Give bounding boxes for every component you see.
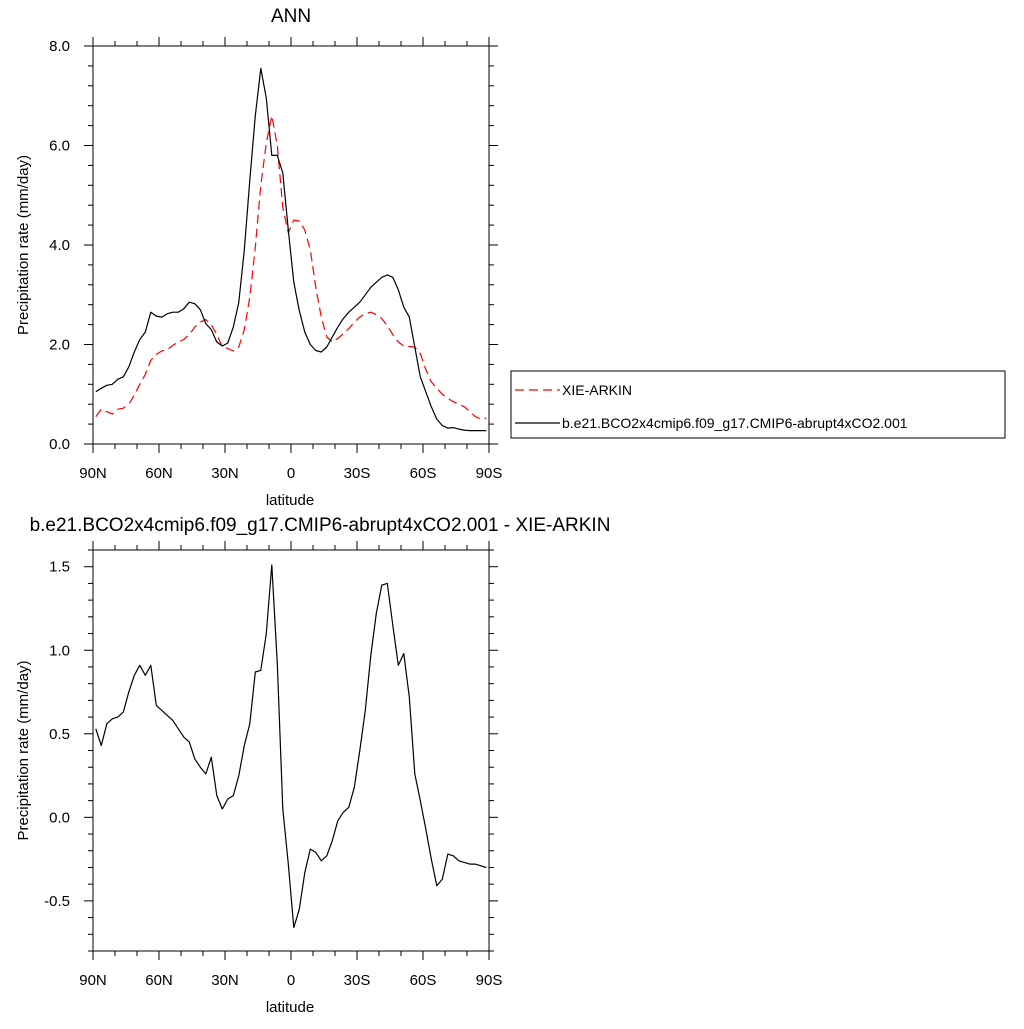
- x-tick-label: 60S: [410, 465, 437, 482]
- series-line-1: [95, 115, 487, 420]
- x-tick-label: 30N: [211, 465, 239, 482]
- y-axis-label: Precipitation rate (mm/day): [15, 660, 32, 840]
- x-axis-label: latitude: [266, 492, 314, 509]
- x-tick-label: 90S: [476, 972, 503, 989]
- legend: XIE-ARKIN b.e21.BCO2x4cmip6.f09_g17.CMIP6…: [510, 370, 1006, 439]
- y-tick-label: 0.0: [49, 436, 70, 453]
- x-tick-label: 60S: [410, 972, 437, 989]
- series-line-1: [95, 564, 487, 929]
- y-tick-label: 0.5: [49, 726, 70, 743]
- x-tick-label: 0: [287, 465, 295, 482]
- y-tick-label: 8.0: [49, 38, 70, 55]
- y-axis-label: Precipitation rate (mm/day): [15, 155, 32, 335]
- x-tick-label: 90N: [79, 465, 107, 482]
- x-tick-label: 90S: [476, 465, 503, 482]
- y-tick-label: 4.0: [49, 237, 70, 254]
- x-tick-label: 30N: [211, 972, 239, 989]
- legend-label-1: XIE-ARKIN: [562, 382, 632, 398]
- plot-title: b.e21.BCO2x4cmip6.f09_g17.CMIP6-abrupt4x…: [30, 515, 611, 536]
- x-tick-label: 60N: [145, 465, 173, 482]
- x-tick-label: 60N: [145, 972, 173, 989]
- plot-frame: [92, 45, 490, 445]
- y-tick-label: 6.0: [49, 138, 70, 155]
- y-tick-label: 1.5: [49, 559, 70, 576]
- plot-panel-2: b.e21.BCO2x4cmip6.f09_g17.CMIP6-abrupt4x…: [15, 515, 610, 1016]
- x-tick-label: 30S: [344, 972, 371, 989]
- legend-label-2: b.e21.BCO2x4cmip6.f09_g17.CMIP6-abrupt4x…: [562, 415, 908, 431]
- x-axis-label: latitude: [266, 999, 314, 1016]
- y-tick-label: -0.5: [44, 893, 70, 910]
- x-tick-label: 90N: [79, 972, 107, 989]
- legend-box: [510, 370, 1006, 439]
- x-tick-label: 0: [287, 972, 295, 989]
- series-line-2: [95, 67, 487, 432]
- y-tick-label: 2.0: [49, 337, 70, 354]
- y-tick-label: 0.0: [49, 809, 70, 826]
- plot-title: ANN: [271, 6, 311, 27]
- y-tick-label: 1.0: [49, 642, 70, 659]
- x-tick-label: 30S: [344, 465, 371, 482]
- plot-panel-1: ANN 90N 60N 30N 0 30S 60S 90S 0.0 2.0 4.0 6.0 8.0 lat…: [15, 6, 1006, 509]
